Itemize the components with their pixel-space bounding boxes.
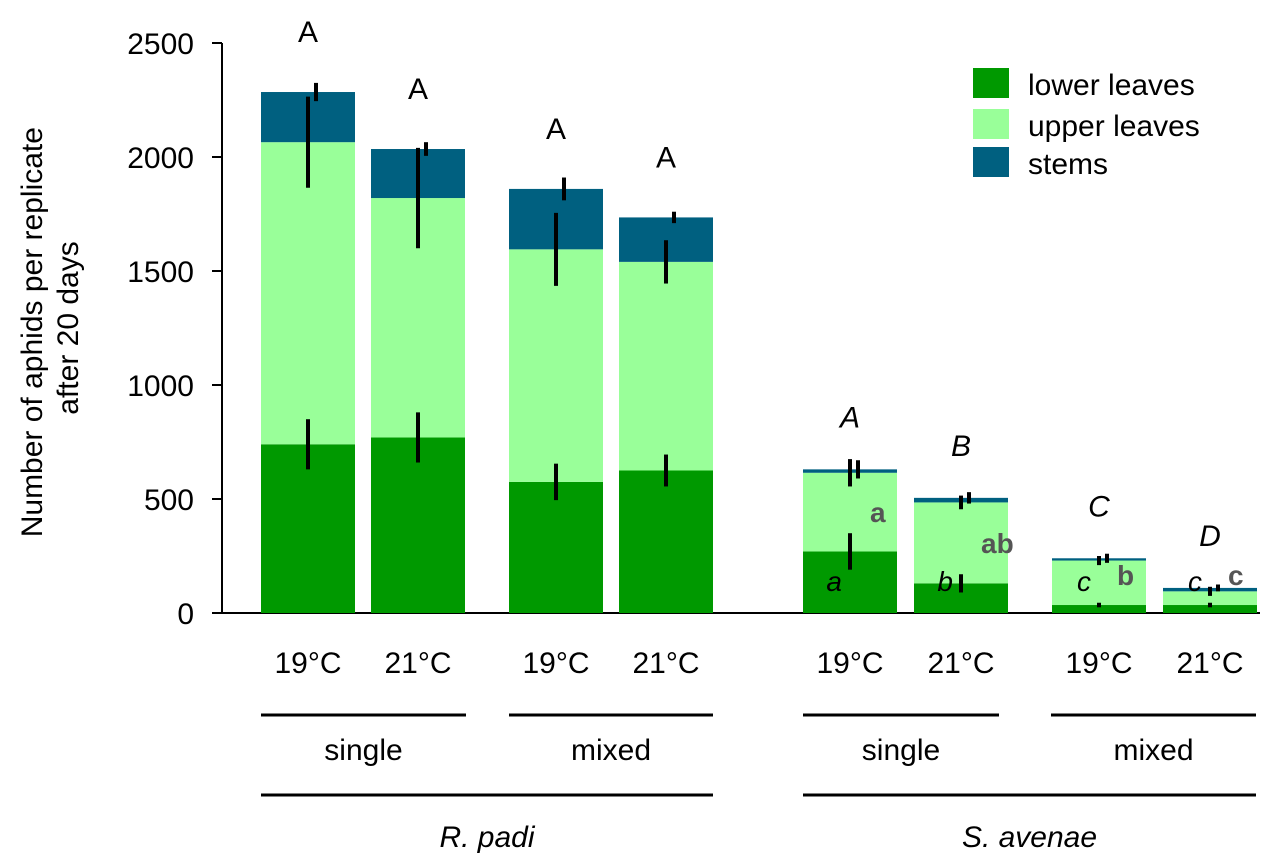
x-tick-label: 21°C [1176,647,1243,680]
legend-label: lower leaves [1028,69,1195,102]
bar-segment-upper-leaves [619,261,713,471]
bars [261,82,1257,613]
upper-leaves-significance-letter: a [870,497,886,528]
bar-segment-upper-leaves [509,249,603,482]
total-significance-letter: C [1088,490,1110,523]
bar-segment-lower-leaves [1052,605,1146,613]
y-axis-title-line1: Number of aphids per replicate [16,127,49,537]
bar-segment-lower-leaves [371,437,465,613]
bar-segment-upper-leaves [1163,591,1257,606]
total-significance-letter: B [951,430,971,463]
y-tick-label: 0 [177,598,194,631]
group-labels: single mixed single mixed R. padi S. avenae [261,713,1256,854]
lower-leaves-significance-letter: b [937,566,953,597]
lower-leaves-significance-letter: a [826,566,842,597]
x-tick-label: 21°C [632,647,699,680]
x-tick-label: 21°C [927,647,994,680]
legend-swatch-upper-leaves [973,109,1009,139]
bar-segment-lower-leaves [261,444,355,613]
upper-leaves-significance-letter: ab [981,528,1014,559]
x-tick-label: 19°C [522,647,589,680]
total-significance-letter: A [838,401,860,434]
bar-segment-upper-leaves [261,142,355,445]
total-significance-letter: A [298,16,318,49]
legend-label: stems [1028,148,1108,181]
group-label: mixed [571,734,651,767]
legend-swatch-lower-leaves [973,68,1009,98]
species-label: R. padi [439,821,535,854]
y-tick-label: 2000 [127,142,194,175]
legend-label: upper leaves [1028,110,1200,143]
upper-leaves-significance-letter: b [1117,560,1134,591]
bar-segment-lower-leaves [1163,605,1257,613]
x-axis-labels: 19°C 21°C 19°C 21°C 19°C 21°C 19°C 21°C [274,647,1243,680]
total-significance-letter: D [1199,520,1221,553]
y-tick-label: 500 [144,484,194,517]
legend: lower leaves upper leaves stems [973,68,1200,181]
lower-leaves-significance-letter: c [1077,566,1091,597]
total-significance-letter: A [408,73,428,106]
group-label: single [862,734,940,767]
legend-swatch-stems [973,147,1009,177]
bar-segment-upper-leaves [1052,560,1146,606]
group-label: mixed [1113,734,1193,767]
y-axis-title: Number of aphids per replicate after 20 … [16,119,85,538]
y-tick-label: 1000 [127,370,194,403]
bar-segment-upper-leaves [914,502,1008,584]
x-tick-label: 19°C [1065,647,1132,680]
group-label: single [324,734,402,767]
upper-leaves-significance-letter: c [1228,560,1244,591]
bar-segment-lower-leaves [619,470,713,613]
y-axis-title-line2: after 20 days [52,241,85,414]
x-tick-label: 21°C [384,647,451,680]
species-label: S. avenae [962,821,1097,854]
lower-leaves-significance-letter: c [1188,566,1202,597]
total-significance-letter: A [546,113,566,146]
y-tick-label: 1500 [127,256,194,289]
total-significance-letter: A [656,141,676,174]
bar-segment-lower-leaves [509,481,603,613]
y-tick-label: 2500 [127,28,194,61]
x-tick-label: 19°C [816,647,883,680]
x-tick-label: 19°C [274,647,341,680]
